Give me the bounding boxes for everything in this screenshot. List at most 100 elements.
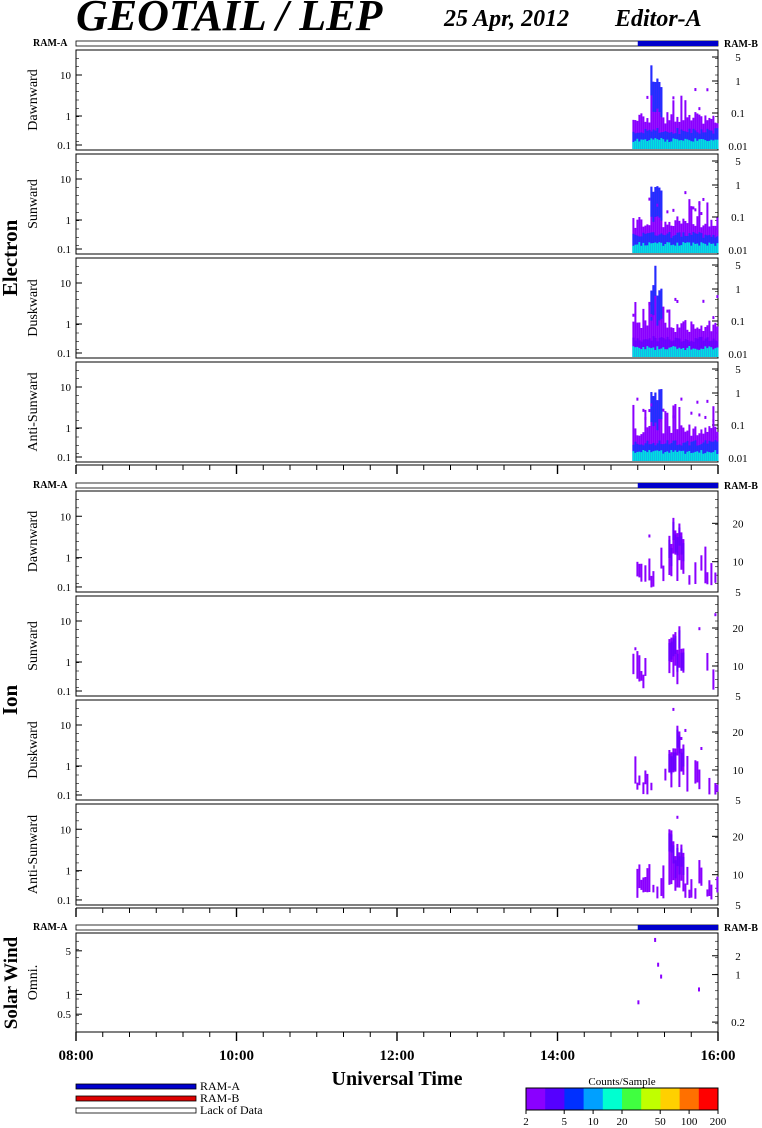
- colorbar-segment: [545, 1088, 565, 1110]
- group-solar-wind: RAM-A RAM-B Solar Wind Omni. 5 1 0.5 2 1 0.2: [1, 922, 758, 1041]
- spectrum-column-low: [680, 245, 683, 253]
- spectrum-column: [636, 651, 639, 679]
- spectrum-column-mid: [704, 440, 707, 461]
- spectrum-column: [670, 830, 673, 885]
- spectrum-column-mid: [672, 235, 675, 253]
- spectrum-spike: [656, 295, 659, 326]
- spectrum-column-mid: [644, 339, 647, 357]
- spectrum-spike: [680, 536, 683, 555]
- spectrum-column: [666, 112, 669, 149]
- colorbar-tick-label: 50: [655, 1116, 667, 1128]
- spectrum-column: [706, 652, 709, 671]
- group-electron: RAM-A RAM-B Electron Dawnward 10 1 0.1 5 1 0.1 0.0…: [0, 38, 758, 474]
- group-label: Electron: [0, 219, 22, 296]
- spectrum-column: [672, 100, 675, 149]
- spectrum-column: [638, 322, 641, 357]
- right-tick-label: 20: [733, 831, 745, 843]
- spectrum-column: [634, 756, 637, 784]
- spectrum-column: [712, 669, 715, 690]
- panel-electron-anti-sunward: Anti-Sunward 10 1 0.1 5 1 0.1 0.01: [26, 361, 748, 465]
- spectrogram-data: [632, 613, 717, 690]
- colorbar-tick-label: 5: [561, 1116, 567, 1128]
- spectrum-column-low: [670, 245, 673, 253]
- spectrum-spike: [658, 389, 661, 420]
- spectrum-column: [662, 565, 665, 582]
- spectrum-column-mid: [632, 233, 635, 253]
- spectrum-column: [684, 320, 687, 357]
- spectrum-spike: [674, 752, 677, 771]
- spectrum-column: [658, 290, 661, 357]
- legend-label: Lack of Data: [200, 1103, 263, 1117]
- spectrum-column-low: [712, 452, 715, 461]
- spectrum-column-low: [656, 450, 659, 461]
- colorbar-segment: [641, 1088, 661, 1110]
- spectrum-column-low: [704, 453, 707, 461]
- x-tick-label: 10:00: [219, 1048, 254, 1064]
- spectrum-column-low: [660, 450, 663, 461]
- spectrum-column-low: [690, 245, 693, 253]
- spectrum-column-low: [644, 139, 647, 149]
- spectrum-column-mid: [670, 132, 673, 149]
- spectrum-column-low: [704, 140, 707, 149]
- spectrum-column: [640, 219, 643, 253]
- left-tick-label: 1: [66, 989, 72, 1001]
- panel-label: Sunward: [26, 179, 41, 229]
- spectrum-column-mid: [644, 233, 647, 253]
- spectrum-column-low: [708, 346, 711, 357]
- spectrum-column-low: [696, 451, 699, 461]
- spectrum-column-low: [672, 138, 675, 149]
- spectrum-column-low: [656, 139, 659, 149]
- x-tick-label: 12:00: [380, 1048, 415, 1064]
- spectrum-column: [676, 533, 679, 581]
- panel-ion-sunward: Sunward 10 1 0.1 20 10 5: [26, 595, 744, 703]
- spectrum-column-mid: [708, 130, 711, 149]
- spectrum-spike: [660, 389, 663, 420]
- spectrum-column-low: [640, 139, 643, 149]
- spectrum-column-mid: [714, 128, 717, 149]
- right-tick-label: 10: [733, 557, 745, 569]
- spectrum-column: [636, 868, 639, 898]
- spectrum-column-low: [638, 141, 641, 149]
- spectrum-column: [706, 202, 709, 253]
- spectrum-column: [668, 309, 671, 357]
- spectrum-spike: [672, 521, 675, 541]
- spectrum-column-mid: [634, 441, 637, 461]
- colorbar-tick-label: 2: [523, 1116, 529, 1128]
- x-tick-label: 14:00: [540, 1048, 575, 1064]
- left-tick-label: 10: [60, 382, 72, 394]
- spectrum-column: [716, 217, 719, 253]
- spectrum-column-low: [686, 139, 689, 149]
- colorbar-segment: [526, 1088, 546, 1110]
- spectrum-column-mid: [678, 232, 681, 253]
- spectrum-column-low: [632, 451, 635, 461]
- spectrum-column: [652, 884, 655, 893]
- right-tick-label: 0.01: [728, 141, 747, 153]
- spectrum-column: [716, 876, 719, 893]
- spectrum-column-low: [716, 139, 719, 149]
- spectrum-column-mid: [646, 130, 649, 149]
- spectrum-column-low: [684, 349, 687, 357]
- spectrum-column-low: [644, 245, 647, 253]
- ram-a-label: RAM-A: [33, 38, 68, 49]
- spectrum-column-low: [666, 349, 669, 357]
- spectrum-spike: [682, 748, 685, 767]
- spectrum-spike: [654, 392, 657, 423]
- spectrum-column: [640, 671, 643, 681]
- spectrum-dot: [698, 627, 701, 631]
- panel-ion-anti-sunward: Anti-Sunward 10 1 0.1 20 10 5: [26, 803, 745, 912]
- spectrum-column-mid: [664, 339, 667, 357]
- spectrum-dot: [712, 419, 715, 423]
- spectrum-column: [656, 886, 659, 899]
- spectrum-column-mid: [680, 129, 683, 149]
- spectrum-column-low: [696, 243, 699, 253]
- spectrum-dot: [642, 408, 645, 412]
- spectrum-dot: [662, 408, 665, 412]
- spectrum-column-mid: [644, 128, 647, 149]
- spectrum-spike: [654, 186, 657, 217]
- left-tick-label: 1: [66, 319, 72, 331]
- spectrum-spike: [652, 191, 655, 222]
- spectrum-column: [654, 82, 657, 149]
- spectrum-column-low: [640, 245, 643, 253]
- spectrum-column-low: [682, 450, 685, 461]
- spectrum-column-low: [642, 450, 645, 461]
